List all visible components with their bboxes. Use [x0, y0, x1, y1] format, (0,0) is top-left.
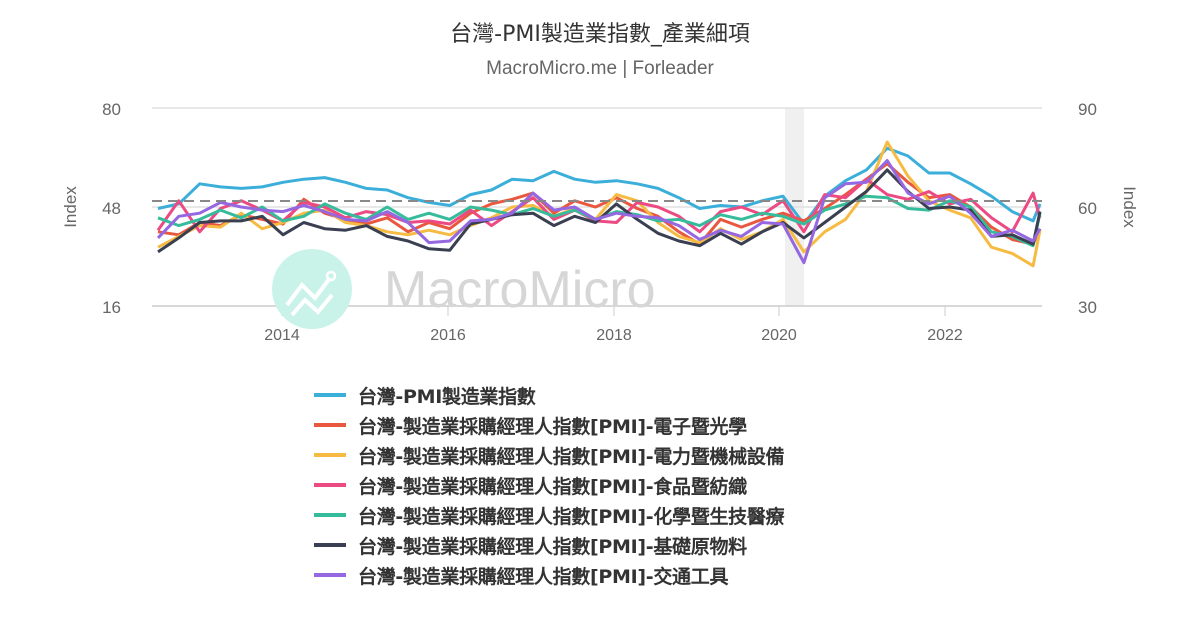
series-line-1 — [157, 162, 1042, 246]
left-axis: 80 48 16 Index — [61, 100, 121, 317]
legend-label: 台灣-PMI製造業指數 — [358, 385, 536, 408]
legend-item-basic-materials[interactable]: 台灣-製造業採購經理人指數[PMI]-基礎原物料 — [314, 530, 784, 560]
series-line-0 — [157, 146, 1042, 226]
legend-swatch-icon — [314, 513, 346, 517]
legend-swatch-icon — [314, 453, 346, 457]
chart-title: 台灣-PMI製造業指數_產業細項 — [450, 22, 750, 47]
legend-item-electrical-machinery[interactable]: 台灣-製造業採購經理人指數[PMI]-電力暨機械設備 — [314, 440, 785, 470]
legend-label: 台灣-製造業採購經理人指數[PMI]-電子暨光學 — [358, 415, 747, 438]
legend-item-pmi[interactable]: 台灣-PMI製造業指數 — [314, 380, 784, 410]
right-tick-60: 60 — [1078, 199, 1097, 218]
legend-item-chemical-biotech[interactable]: 台灣-製造業採購經理人指數[PMI]-化學暨生技醫療 — [314, 500, 785, 530]
watermark: MacroMicro — [272, 249, 656, 329]
line-chart: MacroMicro 80 48 16 Index 90 60 30 Index… — [61, 100, 1139, 344]
x-axis: 2014 2016 2018 2020 2022 — [264, 327, 963, 344]
legend-item-transportation[interactable]: 台灣-製造業採購經理人指數[PMI]-交通工具 — [314, 560, 784, 590]
legend-label: 台灣-製造業採購經理人指數[PMI]-交通工具 — [358, 565, 729, 588]
series-layer — [156, 140, 1042, 268]
chart-subtitle: MacroMicro.me | Forleader — [486, 58, 714, 79]
legend-swatch-icon — [314, 393, 346, 397]
legend-swatch-icon — [314, 543, 346, 547]
watermark-text: MacroMicro — [384, 261, 656, 319]
left-tick-80: 80 — [102, 100, 121, 119]
legend: 台灣-PMI製造業指數 台灣-製造業採購經理人指數[PMI]-電子暨光學 台灣-… — [314, 380, 785, 590]
left-tick-16: 16 — [102, 298, 121, 317]
legend-label: 台灣-製造業採購經理人指數[PMI]-電力暨機械設備 — [358, 445, 785, 468]
x-tick-2022: 2022 — [927, 327, 963, 344]
left-tick-48: 48 — [102, 199, 121, 218]
macromicro-logo-icon — [272, 249, 352, 329]
legend-swatch-icon — [314, 573, 346, 577]
right-axis: 90 60 30 Index — [1078, 100, 1139, 317]
legend-label: 台灣-製造業採購經理人指數[PMI]-基礎原物料 — [358, 535, 747, 558]
legend-item-food-textiles[interactable]: 台灣-製造業採購經理人指數[PMI]-食品暨紡織 — [314, 470, 784, 500]
legend-item-electronics[interactable]: 台灣-製造業採購經理人指數[PMI]-電子暨光學 — [314, 410, 784, 440]
x-tick-2020: 2020 — [761, 327, 797, 344]
legend-label: 台灣-製造業採購經理人指數[PMI]-化學暨生技醫療 — [358, 505, 785, 528]
x-tick-2014: 2014 — [264, 327, 300, 344]
right-tick-90: 90 — [1078, 100, 1097, 119]
right-tick-30: 30 — [1078, 298, 1097, 317]
x-tick-2018: 2018 — [596, 327, 632, 344]
x-tick-2016: 2016 — [430, 327, 466, 344]
legend-swatch-icon — [314, 483, 346, 487]
legend-swatch-icon — [314, 423, 346, 427]
series-line-6 — [156, 159, 1042, 265]
right-axis-label: Index — [1120, 186, 1139, 228]
left-axis-label: Index — [61, 186, 80, 228]
legend-label: 台灣-製造業採購經理人指數[PMI]-食品暨紡織 — [358, 475, 747, 498]
series-line-3 — [156, 177, 1042, 234]
